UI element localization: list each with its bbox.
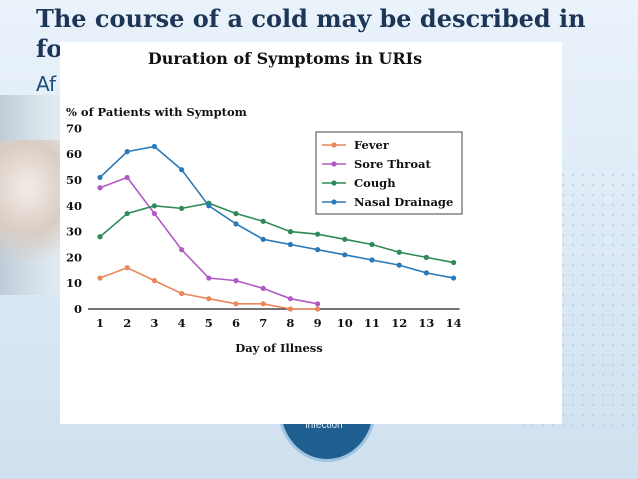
y-tick-label: 40 <box>66 199 82 213</box>
legend-marker-nasal-drainage <box>331 199 337 205</box>
legend-marker-cough <box>331 180 337 186</box>
slide-title-line2: fo <box>36 34 63 63</box>
data-point-nasal-drainage <box>233 221 239 227</box>
slide-title-line1: The course of a cold may be described in <box>36 4 586 33</box>
data-point-fever <box>97 275 103 281</box>
x-tick-label: 9 <box>314 316 322 330</box>
data-point-nasal-drainage <box>451 275 457 281</box>
series-line-sore-throat <box>99 176 318 305</box>
x-tick-label: 6 <box>232 316 240 330</box>
data-point-nasal-drainage <box>124 149 130 155</box>
data-point-nasal-drainage <box>315 247 321 253</box>
data-point-cough <box>287 229 293 235</box>
data-point-cough <box>179 205 185 211</box>
x-tick-label: 12 <box>391 316 407 330</box>
legend-label-cough: Cough <box>354 176 396 190</box>
legend-label-sore-throat: Sore Throat <box>354 157 431 171</box>
data-point-sore-throat <box>287 296 293 302</box>
x-tick-label: 13 <box>418 316 434 330</box>
data-point-sore-throat <box>233 278 239 284</box>
data-point-nasal-drainage <box>369 257 375 263</box>
data-point-cough <box>315 231 321 237</box>
data-point-cough <box>451 259 457 266</box>
series-line-nasal-drainage <box>99 145 454 279</box>
y-tick-label: 20 <box>66 250 82 264</box>
x-tick-label: 5 <box>205 316 213 330</box>
data-point-cough <box>151 203 157 209</box>
data-point-sore-throat <box>97 185 103 191</box>
x-tick-label: 11 <box>364 316 380 330</box>
x-tick-label: 2 <box>123 316 131 330</box>
y-tick-label: 60 <box>66 147 82 161</box>
slide-title: The course of a cold may be described in… <box>36 4 586 64</box>
data-point-nasal-drainage <box>179 167 185 173</box>
y-axis-label: % of Patients with Symptom <box>66 105 247 119</box>
legend-marker-sore-throat <box>331 161 337 167</box>
x-tick-label: 10 <box>337 316 353 330</box>
data-point-nasal-drainage <box>396 262 402 268</box>
series-line-fever <box>99 266 318 310</box>
data-point-nasal-drainage <box>287 241 293 248</box>
slide-subtitle: Af <box>36 72 57 96</box>
data-point-sore-throat <box>179 247 185 253</box>
x-tick-label: 3 <box>150 316 158 330</box>
data-point-sore-throat <box>124 174 130 181</box>
data-point-cough <box>260 218 266 224</box>
x-tick-label: 1 <box>96 316 104 330</box>
legend-marker-fever <box>331 142 337 148</box>
x-tick-label: 4 <box>178 316 186 330</box>
y-tick-label: 50 <box>66 173 82 187</box>
data-point-cough <box>97 234 103 240</box>
data-point-cough <box>124 210 130 217</box>
data-point-fever <box>233 301 239 307</box>
data-point-sore-throat <box>260 285 266 291</box>
chart-series <box>97 143 457 312</box>
diagram-circle-label: infection <box>305 420 343 431</box>
chart-title: Duration of Symptoms in URIs <box>148 49 422 68</box>
x-tick-label: 8 <box>286 316 294 330</box>
data-point-cough <box>342 236 348 242</box>
data-point-fever <box>124 265 130 271</box>
data-point-fever <box>315 306 321 312</box>
symptom-duration-chart: Duration of Symptoms in URIs % of Patien… <box>66 49 463 355</box>
data-point-nasal-drainage <box>97 174 103 181</box>
chart-card: Duration of Symptoms in URIs % of Patien… <box>60 42 562 424</box>
chart-legend: Fever Sore Throat Cough Nasal Drainage <box>315 131 463 215</box>
data-point-nasal-drainage <box>260 236 266 242</box>
data-point-fever <box>206 296 212 302</box>
data-point-cough <box>369 241 375 248</box>
data-point-nasal-drainage <box>206 203 212 209</box>
x-tick-label: 14 <box>446 316 462 330</box>
series-line-cough <box>99 202 454 264</box>
data-point-fever <box>151 278 157 284</box>
data-point-cough <box>233 210 239 217</box>
x-axis-label: Day of Illness <box>235 341 322 355</box>
data-point-sore-throat <box>206 275 212 281</box>
y-tick-label: 30 <box>66 225 82 239</box>
legend-label-fever: Fever <box>354 138 390 152</box>
data-point-cough <box>423 254 429 260</box>
data-point-fever <box>287 306 293 312</box>
data-point-fever <box>260 301 266 307</box>
legend-label-nasal-drainage: Nasal Drainage <box>354 195 453 209</box>
data-point-fever <box>179 290 185 297</box>
y-tick-label: 70 <box>66 121 82 135</box>
x-tick-label: 7 <box>259 316 267 330</box>
data-point-sore-throat <box>315 301 321 307</box>
data-point-nasal-drainage <box>151 143 157 150</box>
data-point-nasal-drainage <box>342 252 348 258</box>
y-tick-label: 10 <box>66 276 82 290</box>
y-tick-label: 0 <box>74 302 82 316</box>
data-point-cough <box>396 249 402 255</box>
data-point-sore-throat <box>151 210 157 217</box>
data-point-nasal-drainage <box>423 270 429 276</box>
